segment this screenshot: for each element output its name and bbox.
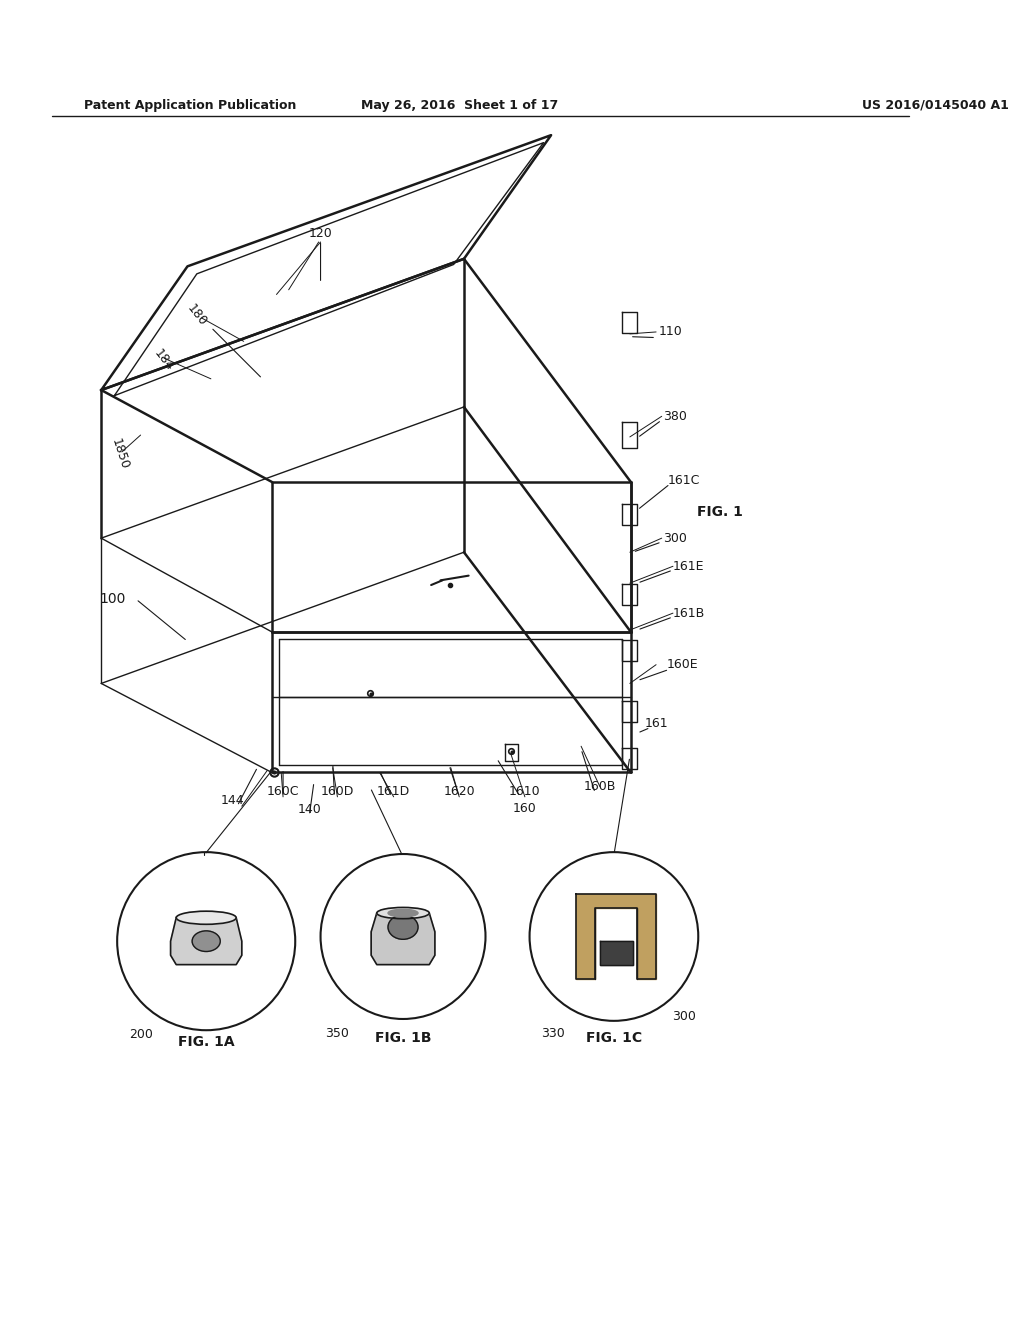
Text: 161D: 161D bbox=[377, 784, 411, 797]
Text: FIG. 1C: FIG. 1C bbox=[586, 1031, 642, 1044]
Ellipse shape bbox=[193, 931, 220, 952]
Polygon shape bbox=[371, 913, 435, 965]
Polygon shape bbox=[600, 941, 633, 965]
Text: 1850: 1850 bbox=[109, 437, 131, 471]
Text: 120: 120 bbox=[308, 227, 333, 240]
Text: 1610: 1610 bbox=[509, 784, 541, 797]
Ellipse shape bbox=[388, 909, 418, 917]
Text: 350: 350 bbox=[326, 1027, 349, 1040]
Text: 300: 300 bbox=[663, 532, 687, 545]
Text: US 2016/0145040 A1: US 2016/0145040 A1 bbox=[862, 99, 1010, 112]
Text: 161: 161 bbox=[644, 717, 668, 730]
Text: 160D: 160D bbox=[321, 784, 354, 797]
Text: 140: 140 bbox=[297, 804, 322, 817]
Text: FIG. 1B: FIG. 1B bbox=[375, 1031, 431, 1044]
Text: 180: 180 bbox=[184, 302, 209, 329]
Text: 161E: 161E bbox=[673, 560, 705, 573]
Text: 160C: 160C bbox=[267, 784, 299, 797]
Text: 380: 380 bbox=[663, 409, 687, 422]
Text: FIG. 1A: FIG. 1A bbox=[178, 1035, 234, 1049]
Text: 330: 330 bbox=[541, 1027, 565, 1040]
Polygon shape bbox=[171, 917, 242, 965]
Text: 144: 144 bbox=[220, 795, 245, 807]
Text: 160: 160 bbox=[513, 801, 537, 814]
Ellipse shape bbox=[377, 907, 429, 919]
Text: 100: 100 bbox=[99, 593, 126, 606]
Text: Patent Application Publication: Patent Application Publication bbox=[84, 99, 297, 112]
Text: 1620: 1620 bbox=[443, 784, 475, 797]
Text: FIG. 1: FIG. 1 bbox=[697, 506, 742, 519]
Text: 200: 200 bbox=[129, 1028, 153, 1041]
Ellipse shape bbox=[176, 911, 237, 924]
Text: 300: 300 bbox=[673, 1010, 696, 1023]
Text: 160B: 160B bbox=[584, 780, 616, 793]
Text: 160E: 160E bbox=[667, 659, 698, 671]
Text: 110: 110 bbox=[658, 326, 682, 338]
Text: May 26, 2016  Sheet 1 of 17: May 26, 2016 Sheet 1 of 17 bbox=[360, 99, 558, 112]
Text: 184: 184 bbox=[152, 347, 176, 374]
Polygon shape bbox=[577, 895, 656, 978]
Ellipse shape bbox=[388, 915, 418, 940]
Text: 161C: 161C bbox=[668, 474, 700, 487]
Text: 161B: 161B bbox=[673, 607, 705, 619]
